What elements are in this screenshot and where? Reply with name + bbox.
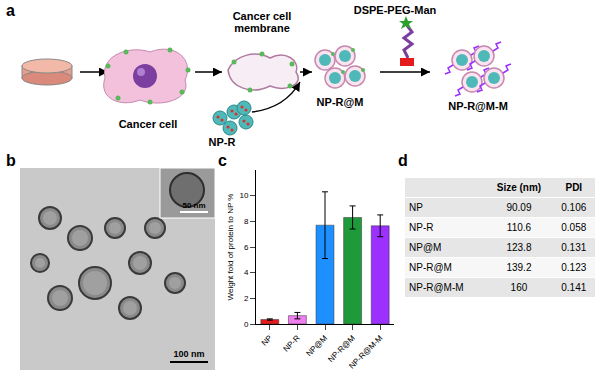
svg-text:NP@M: NP@M xyxy=(305,333,330,358)
html-text:110.6: 110.6 xyxy=(506,222,532,233)
svg-text:NP: NP xyxy=(260,333,274,347)
html-text:b: b xyxy=(6,152,16,169)
html-text:d: d xyxy=(398,152,408,169)
html-text:c: c xyxy=(218,152,227,169)
svg-text:4: 4 xyxy=(244,268,249,277)
svg-text:NP-R@M: NP-R@M xyxy=(317,96,364,108)
svg-text:8: 8 xyxy=(244,217,249,226)
svg-text:Cancer cell: Cancer cell xyxy=(233,10,292,22)
svg-text:NP-R: NP-R xyxy=(209,136,236,148)
svg-text:Weight fold of protein to NP %: Weight fold of protein to NP % xyxy=(226,194,235,301)
svg-text:NP-R@M-M: NP-R@M-M xyxy=(448,100,508,112)
html-text:NP-R@M: NP-R@M xyxy=(409,262,452,273)
html-text:160: 160 xyxy=(510,282,528,293)
svg-text:10: 10 xyxy=(239,191,248,200)
html-text:90.09: 90.09 xyxy=(506,202,532,213)
html-text:139.2: 139.2 xyxy=(506,262,532,273)
html-text:a: a xyxy=(6,2,15,19)
html-text:0.141: 0.141 xyxy=(561,282,587,293)
html-text:NP-R@M-M: NP-R@M-M xyxy=(409,282,464,293)
svg-text:NP-R@M-M: NP-R@M-M xyxy=(347,333,384,370)
svg-text:NP-R@M: NP-R@M xyxy=(326,333,357,364)
svg-text:2: 2 xyxy=(244,294,249,303)
html-text:123.8: 123.8 xyxy=(506,242,532,253)
svg-text:NP-R: NP-R xyxy=(281,333,301,353)
svg-text:Cancer cell: Cancer cell xyxy=(119,118,178,130)
html-text:0.106: 0.106 xyxy=(561,202,587,213)
svg-text:100 nm: 100 nm xyxy=(173,349,204,359)
html-text:NP: NP xyxy=(409,202,423,213)
svg-text:50 nm: 50 nm xyxy=(182,201,205,210)
html-text:NP@M: NP@M xyxy=(409,242,442,253)
html-text:0.123: 0.123 xyxy=(561,262,587,273)
svg-text:DSPE-PEG-Man: DSPE-PEG-Man xyxy=(354,4,437,16)
svg-text:0: 0 xyxy=(244,320,249,329)
html-text:0.058: 0.058 xyxy=(561,222,587,233)
html-text:Size (nm): Size (nm) xyxy=(496,182,542,193)
html-text:0.131: 0.131 xyxy=(561,242,587,253)
html-text:PDI: PDI xyxy=(565,182,583,193)
html-text:NP-R: NP-R xyxy=(409,222,434,233)
svg-text:6: 6 xyxy=(244,243,249,252)
svg-text:membrane: membrane xyxy=(234,22,290,34)
